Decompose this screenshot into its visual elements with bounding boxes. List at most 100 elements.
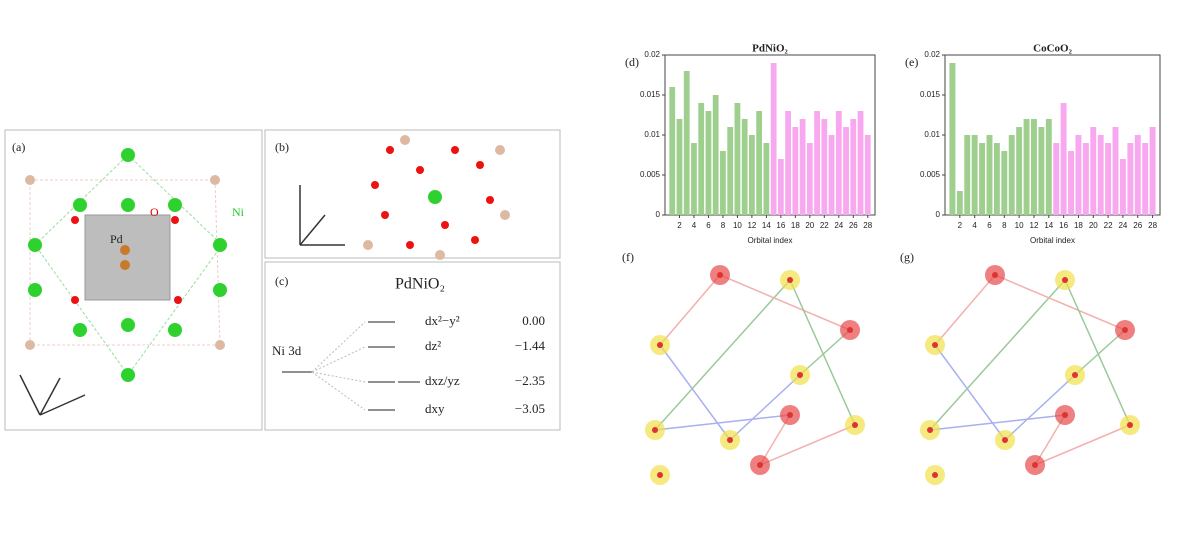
orbital: dxy — [425, 401, 445, 416]
shell-label: Ni 3d — [272, 343, 302, 358]
energy: 0.00 — [522, 313, 545, 328]
atom — [120, 245, 130, 255]
orbital: dx²−y² — [425, 313, 460, 328]
atom — [121, 148, 135, 162]
x-tick-label: 14 — [1044, 221, 1053, 230]
bar — [691, 143, 697, 215]
connector — [311, 371, 366, 411]
x-tick-label: 8 — [1002, 221, 1007, 230]
bar — [1053, 143, 1060, 215]
panel-label: (g) — [900, 250, 914, 264]
bar — [785, 111, 791, 215]
bar — [971, 135, 978, 215]
bar — [821, 119, 828, 215]
bar — [986, 135, 993, 215]
energy: −2.35 — [515, 373, 545, 388]
bond — [1004, 374, 1076, 441]
x-label: Orbital index — [748, 236, 793, 245]
y-tick-label: 0.005 — [920, 170, 941, 179]
panel-d: (d) PdNiO₂ Orbital index 0 0.005 0.01 0.015 0.0… — [625, 43, 876, 245]
octahedron — [84, 214, 171, 301]
site-core — [932, 342, 938, 348]
bar — [683, 71, 690, 215]
atom — [371, 181, 379, 189]
panel-label: (b) — [275, 140, 289, 154]
bond — [719, 274, 851, 331]
site-core — [1032, 462, 1038, 468]
x-tick-label: 18 — [791, 221, 800, 230]
atoms — [25, 135, 510, 382]
bar — [1060, 103, 1067, 215]
atom — [73, 198, 87, 212]
bar — [676, 119, 683, 215]
x-tick-label: 2 — [677, 221, 682, 230]
bar — [1031, 119, 1037, 215]
site-core — [1122, 327, 1128, 333]
bar — [792, 127, 799, 215]
atom — [213, 283, 227, 297]
x-tick-label: 12 — [747, 221, 756, 230]
panel-label: (c) — [275, 274, 288, 288]
axes-glyph — [19, 185, 345, 416]
site-core — [787, 412, 793, 418]
energy: −1.44 — [515, 338, 546, 353]
bar — [1119, 159, 1126, 215]
panel-b-frame — [264, 129, 561, 259]
bar — [1134, 135, 1141, 215]
bond — [1064, 279, 1131, 426]
atom — [451, 146, 459, 154]
bond — [1034, 424, 1131, 466]
bond — [659, 344, 731, 441]
bar — [669, 87, 676, 215]
site-core — [1062, 412, 1068, 418]
atom — [73, 323, 87, 337]
bar — [1045, 119, 1052, 215]
y-tick-label: 0.015 — [920, 90, 941, 99]
bar — [1149, 127, 1156, 215]
y-tick-label: 0 — [936, 210, 941, 219]
x-tick-label: 10 — [1015, 221, 1024, 230]
orbital: dz² — [425, 338, 441, 353]
x-tick-label: 6 — [987, 221, 992, 230]
site-core — [1072, 372, 1078, 378]
x-label: Orbital index — [1030, 236, 1075, 245]
x-tick-label: 26 — [1133, 221, 1142, 230]
y-tick-label: 0.01 — [644, 130, 660, 139]
bar — [864, 135, 871, 215]
bar — [1038, 127, 1045, 215]
bond — [1074, 329, 1126, 376]
x-tick-label: 26 — [849, 221, 858, 230]
bond — [994, 274, 1126, 331]
atom — [386, 146, 394, 154]
bond — [929, 414, 1066, 431]
bar — [956, 191, 963, 215]
atom — [71, 296, 79, 304]
x-tick-label: 6 — [706, 221, 711, 230]
atom — [25, 340, 35, 350]
site-core — [797, 372, 803, 378]
atom — [71, 216, 79, 224]
atom-label: Ni — [232, 205, 245, 219]
x-tick-label: 28 — [863, 221, 872, 230]
site-core — [717, 272, 723, 278]
bond — [799, 329, 851, 376]
site-core — [932, 472, 938, 478]
x-tick-label: 8 — [721, 221, 726, 230]
atom — [381, 211, 389, 219]
bar — [835, 111, 842, 215]
atom — [120, 260, 130, 270]
bond — [759, 424, 856, 466]
x-tick-label: 14 — [762, 221, 771, 230]
x-tick-label: 16 — [776, 221, 785, 230]
atom — [441, 221, 449, 229]
bar — [1068, 151, 1074, 215]
bar — [799, 119, 806, 215]
site-core — [757, 462, 763, 468]
atom — [435, 250, 445, 260]
site-core — [992, 272, 998, 278]
chart-title: PdNiO₂ — [752, 43, 788, 55]
x-tick-label: 22 — [820, 221, 829, 230]
bar — [843, 127, 849, 215]
